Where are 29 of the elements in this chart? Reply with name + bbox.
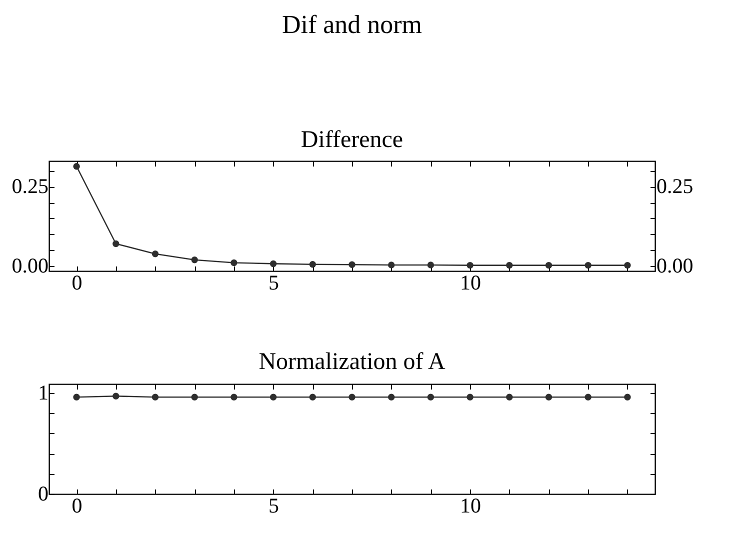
x-tick-label: 5 (268, 494, 280, 518)
point (427, 262, 434, 268)
point (388, 262, 395, 268)
point (152, 250, 159, 258)
chart-subtitle: Difference (300, 126, 404, 153)
x-tick-label: 0 (72, 270, 82, 294)
point (270, 260, 277, 268)
x-tick-label: 5 (268, 270, 280, 294)
y-tick-label: 0.25 (12, 174, 48, 198)
point (191, 256, 198, 264)
point (466, 262, 474, 269)
y-tick-label: 1 (38, 380, 48, 405)
point (506, 262, 513, 269)
x-tick-label: 0 (72, 494, 82, 518)
point (112, 240, 120, 248)
x-tick-label: 10 (460, 494, 482, 518)
point (73, 163, 80, 170)
chart-subtitle: Normalization of A (258, 349, 446, 376)
point (545, 262, 552, 269)
point (584, 262, 592, 269)
point (309, 260, 316, 268)
y2-tick-label: 0.00 (656, 253, 694, 278)
chart-title: Dif and norm (282, 10, 422, 40)
point (230, 259, 238, 266)
point (624, 262, 631, 269)
y-tick-label: 0.00 (12, 253, 48, 278)
y2-tick-label: 0.25 (656, 174, 694, 198)
point (348, 261, 356, 268)
x-tick-label: 10 (460, 270, 482, 294)
